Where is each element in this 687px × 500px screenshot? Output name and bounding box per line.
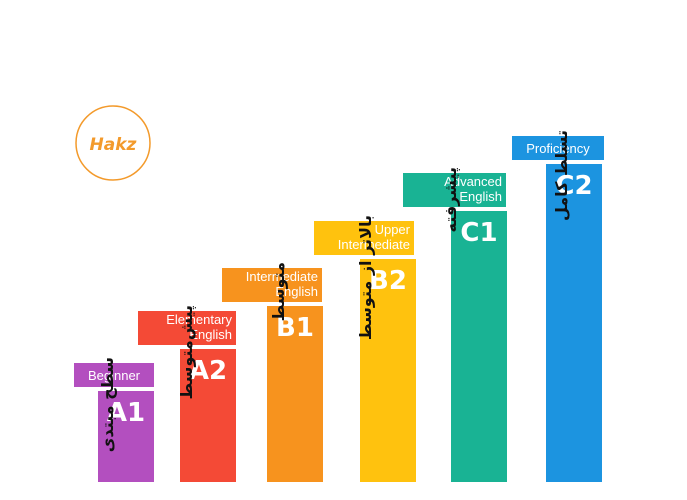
persian-label-a2: پیش‌متوسط xyxy=(177,305,197,400)
english-label-a2-line2: English xyxy=(189,327,232,342)
logo-text: Hakz xyxy=(90,135,137,155)
label-box-c2 xyxy=(512,136,604,160)
persian-label-c1: پیشرفته xyxy=(441,167,461,232)
english-label-b1-line2: English xyxy=(275,284,318,299)
logo-ring xyxy=(75,105,151,181)
english-label-b2-line2: Intermediate xyxy=(338,237,410,252)
bar-label-c1: C1 xyxy=(460,218,497,248)
english-label-a1: Beginner xyxy=(88,368,141,383)
bar-label-b2: B2 xyxy=(369,266,407,296)
bar-b1 xyxy=(267,306,323,482)
bar-label-b1: B1 xyxy=(276,313,314,343)
label-box-a2 xyxy=(138,311,236,345)
persian-label-b2: بالاتر از متوسط xyxy=(356,215,375,340)
bar-b2 xyxy=(360,259,416,482)
bar-label-a2: A2 xyxy=(189,356,227,386)
english-label-c2: Proficiency xyxy=(526,141,590,156)
label-box-b1 xyxy=(222,268,322,302)
label-box-a1 xyxy=(74,363,154,387)
hakz-logo: Hakz xyxy=(75,105,151,181)
persian-label-c2: تسلط کامل xyxy=(552,130,571,221)
persian-label-b1: متوسط xyxy=(269,262,288,321)
label-box-c1 xyxy=(403,173,506,207)
english-label-c1-line2: English xyxy=(459,189,502,204)
bar-label-c2: C2 xyxy=(555,171,592,201)
label-box-b2 xyxy=(314,221,414,255)
english-label-a2-line1: Elementary xyxy=(166,312,232,327)
bar-a2 xyxy=(180,349,236,482)
bar-a1 xyxy=(98,391,154,482)
english-label-c1-line1: Advanced xyxy=(444,174,502,189)
bar-label-a1: A1 xyxy=(107,398,145,428)
english-label-b1-line1: Intermediate xyxy=(246,269,318,284)
persian-label-a1: سطح مبتدی xyxy=(98,357,117,452)
english-label-b2-line1: Upper xyxy=(375,222,411,237)
bar-c2 xyxy=(546,164,602,482)
bar-c1 xyxy=(451,211,507,482)
